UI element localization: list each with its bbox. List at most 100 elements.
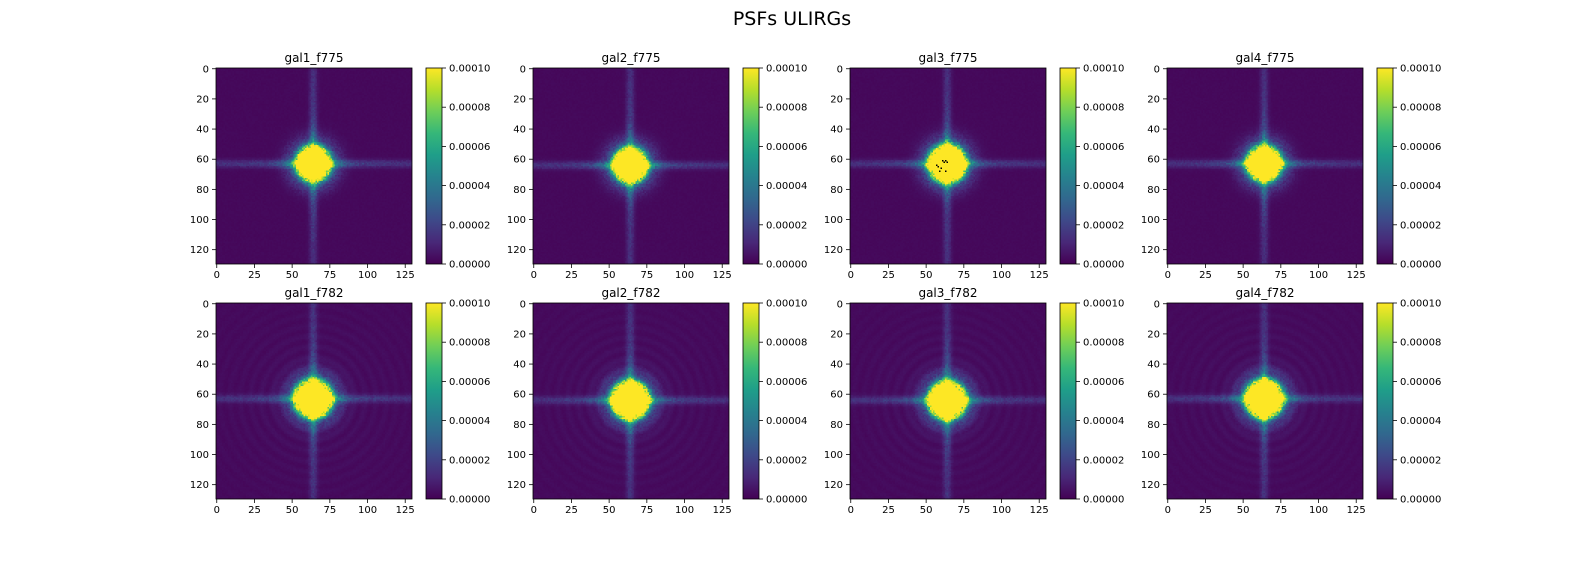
colorbar-tick-label: 0.00010 <box>449 299 490 310</box>
psf-heatmap-image <box>216 68 412 264</box>
colorbar-tick-label: 0.00008 <box>1400 103 1441 114</box>
colorbar-tick-label: 0.00004 <box>766 416 807 427</box>
y-tick-label: 100 <box>824 450 843 461</box>
y-tick-label: 120 <box>824 245 843 256</box>
y-tick-label: 0 <box>837 299 843 310</box>
colorbar-tick-label: 0.00006 <box>449 377 490 388</box>
x-tick-label: 50 <box>603 505 616 516</box>
colorbar-tick-label: 0.00004 <box>449 416 490 427</box>
x-tick-label: 125 <box>1030 505 1049 516</box>
x-tick-label: 100 <box>358 505 377 516</box>
y-tick-label: 0 <box>520 64 526 75</box>
psf-panel-gal3_f775: gal3_f775 0 25 50 75 100 125 0 20 40 60 80 100 120 0.0… <box>824 51 1124 281</box>
x-tick-label: 50 <box>286 505 299 516</box>
y-tick-label: 40 <box>196 360 209 371</box>
x-tick-label: 100 <box>992 505 1011 516</box>
colorbar-tick-label: 0.00006 <box>1083 142 1124 153</box>
y-tick-label: 60 <box>830 390 843 401</box>
x-tick-label: 125 <box>1347 505 1366 516</box>
psf-heatmap-image <box>1167 303 1363 499</box>
panel-title: gal2_f775 <box>601 51 660 65</box>
y-tick-label: 120 <box>1141 245 1160 256</box>
y-tick-label: 60 <box>513 390 526 401</box>
x-tick-label: 0 <box>1165 270 1171 281</box>
x-tick-label: 0 <box>1165 505 1171 516</box>
colorbar-tick-label: 0.00008 <box>1400 338 1441 349</box>
y-tick-label: 20 <box>1147 329 1160 340</box>
psf-heatmap-image <box>533 68 729 264</box>
x-tick-label: 25 <box>565 505 578 516</box>
x-tick-label: 25 <box>882 270 895 281</box>
x-tick-label: 75 <box>323 270 336 281</box>
panel-title: gal4_f775 <box>1235 51 1294 65</box>
colorbar <box>1059 67 1077 265</box>
colorbar-tick-label: 0.00004 <box>449 181 490 192</box>
axes-frame <box>215 302 413 500</box>
psf-heatmap-image <box>850 303 1046 499</box>
y-tick-label: 20 <box>513 94 526 105</box>
panel-title: gal3_f782 <box>918 286 977 300</box>
colorbar-tick-label: 0.00002 <box>449 455 490 466</box>
y-tick-label: 40 <box>513 360 526 371</box>
x-tick-label: 50 <box>286 270 299 281</box>
psf-panel-gal3_f782: gal3_f782 0 25 50 75 100 125 0 20 40 60 80 100 120 0.0… <box>824 286 1124 516</box>
colorbar-tick-label: 0.00002 <box>449 220 490 231</box>
colorbar-tick-label: 0.00000 <box>449 495 490 506</box>
colorbar-tick-label: 0.00000 <box>1083 260 1124 271</box>
y-tick-label: 60 <box>196 155 209 166</box>
colorbar-tick-label: 0.00008 <box>766 103 807 114</box>
y-tick-label: 0 <box>203 299 209 310</box>
axes-frame <box>532 67 730 265</box>
psf-heatmap-image <box>533 303 729 499</box>
x-tick-label: 25 <box>565 270 578 281</box>
y-tick-label: 0 <box>520 299 526 310</box>
colorbar-tick-label: 0.00002 <box>1400 220 1441 231</box>
colorbar <box>742 67 760 265</box>
x-tick-label: 100 <box>992 270 1011 281</box>
colorbar-tick-label: 0.00006 <box>766 142 807 153</box>
x-tick-label: 125 <box>396 270 415 281</box>
psf-panel-gal2_f782: gal2_f782 0 25 50 75 100 125 0 20 40 60 80 100 120 0.0… <box>507 286 807 516</box>
colorbar <box>1376 302 1394 500</box>
colorbar-tick-label: 0.00000 <box>449 260 490 271</box>
colorbar-tick-label: 0.00008 <box>449 338 490 349</box>
colorbar-tick-label: 0.00002 <box>1083 455 1124 466</box>
x-tick-label: 75 <box>640 270 653 281</box>
colorbar-tick-label: 0.00010 <box>1400 64 1441 75</box>
y-tick-label: 80 <box>196 420 209 431</box>
y-tick-label: 120 <box>507 480 526 491</box>
colorbar-tick-label: 0.00008 <box>449 103 490 114</box>
colorbar-tick-label: 0.00006 <box>1400 142 1441 153</box>
x-tick-label: 75 <box>1274 505 1287 516</box>
x-tick-label: 100 <box>675 270 694 281</box>
y-tick-label: 40 <box>196 125 209 136</box>
colorbar-tick-label: 0.00000 <box>1400 495 1441 506</box>
colorbar-tick-label: 0.00010 <box>449 64 490 75</box>
psf-heatmap-image <box>216 303 412 499</box>
x-tick-label: 25 <box>248 270 261 281</box>
colorbar-tick-label: 0.00006 <box>1083 377 1124 388</box>
y-tick-label: 120 <box>190 480 209 491</box>
y-tick-label: 100 <box>507 215 526 226</box>
psf-panel-gal1_f782: gal1_f782 0 25 50 75 100 125 0 20 40 60 80 100 120 0.0… <box>190 286 490 516</box>
y-tick-label: 120 <box>824 480 843 491</box>
panel-title: gal1_f782 <box>284 286 343 300</box>
panel-title: gal3_f775 <box>918 51 977 65</box>
y-tick-label: 80 <box>830 185 843 196</box>
y-tick-label: 80 <box>513 185 526 196</box>
y-tick-label: 20 <box>830 94 843 105</box>
colorbar <box>425 67 443 265</box>
y-tick-label: 40 <box>1147 125 1160 136</box>
colorbar-tick-label: 0.00008 <box>1083 103 1124 114</box>
y-tick-label: 80 <box>830 420 843 431</box>
colorbar <box>742 302 760 500</box>
y-tick-label: 80 <box>196 185 209 196</box>
x-tick-label: 50 <box>603 270 616 281</box>
psf-panel-gal1_f775: gal1_f775 0 25 50 75 100 125 0 20 40 60 80 100 120 0.0… <box>190 51 490 281</box>
y-tick-label: 0 <box>1154 299 1160 310</box>
colorbar-tick-label: 0.00004 <box>1400 181 1441 192</box>
axes-frame <box>1166 67 1364 265</box>
y-tick-label: 60 <box>513 155 526 166</box>
x-tick-label: 125 <box>713 505 732 516</box>
